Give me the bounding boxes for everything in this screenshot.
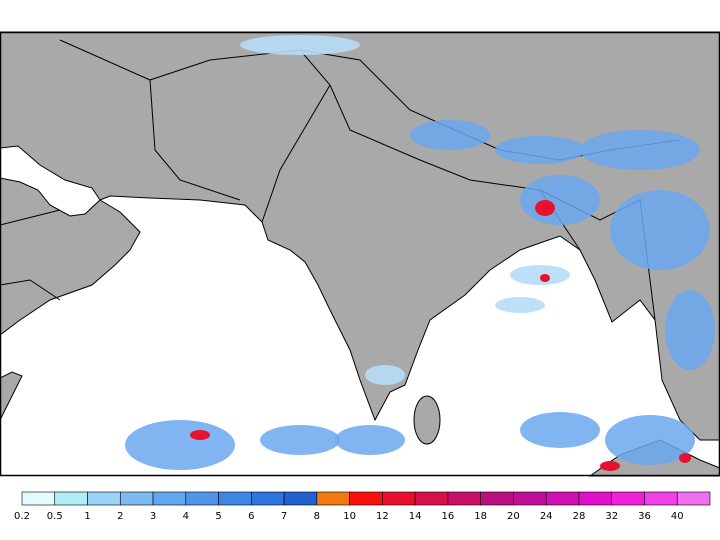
colorbar-label: 40 [671, 511, 684, 522]
colorbar-box [119, 491, 154, 506]
colorbar-label: 8 [314, 511, 320, 522]
colorbar-box [349, 491, 383, 506]
colorbar-label: 5 [215, 511, 221, 522]
sri-lanka [413, 395, 441, 445]
colorbar-label: 20 [507, 511, 520, 522]
colorbar-box [513, 491, 547, 506]
colorbar: 0.2 0.5 1 2 3 4 5 6 7 8 10 12 14 16 18 20 24 28 32 36 40 [14, 491, 711, 522]
colorbar-label: 10 [343, 511, 356, 522]
colorbar-box [54, 491, 88, 506]
colorbar-label: 7 [281, 511, 287, 522]
land [0, 31, 720, 441]
africa-horn [0, 371, 23, 421]
colorbar-box [382, 491, 416, 506]
persian-gulf [0, 145, 101, 217]
colorbar-label: 2 [117, 511, 123, 522]
colorbar-box [87, 491, 121, 506]
colorbar-label: 28 [573, 511, 586, 522]
precipitation [125, 35, 715, 471]
colorbar-box [578, 491, 613, 506]
colorbar-box [283, 491, 318, 506]
colorbar-label: 14 [409, 511, 422, 522]
colorbar-box [152, 491, 187, 506]
colorbar-box [676, 491, 711, 506]
colorbar-box [611, 491, 645, 506]
colorbar-label: 36 [638, 511, 651, 522]
colorbar-label: 4 [183, 511, 189, 522]
colorbar-box [414, 491, 449, 506]
colorbar-label: 1 [84, 511, 90, 522]
colorbar-label: 12 [376, 511, 389, 522]
colorbar-box [251, 491, 285, 506]
colorbar-label: 0.2 [14, 511, 30, 522]
colorbar-label: 32 [605, 511, 618, 522]
colorbar-label: 16 [442, 511, 455, 522]
colorbar-box [218, 491, 252, 506]
colorbar-box [316, 491, 350, 506]
colorbar-label: 6 [248, 511, 254, 522]
colorbar-label: 24 [540, 511, 553, 522]
colorbar-label: 3 [150, 511, 156, 522]
colorbar-label: 0.5 [47, 511, 63, 522]
colorbar-box [644, 491, 678, 506]
colorbar-label: 18 [474, 511, 487, 522]
colorbar-box [447, 491, 481, 506]
colorbar-box [185, 491, 219, 506]
map [0, 31, 720, 477]
colorbar-box [545, 491, 580, 506]
colorbar-box [21, 491, 56, 506]
colorbar-box [480, 491, 514, 506]
